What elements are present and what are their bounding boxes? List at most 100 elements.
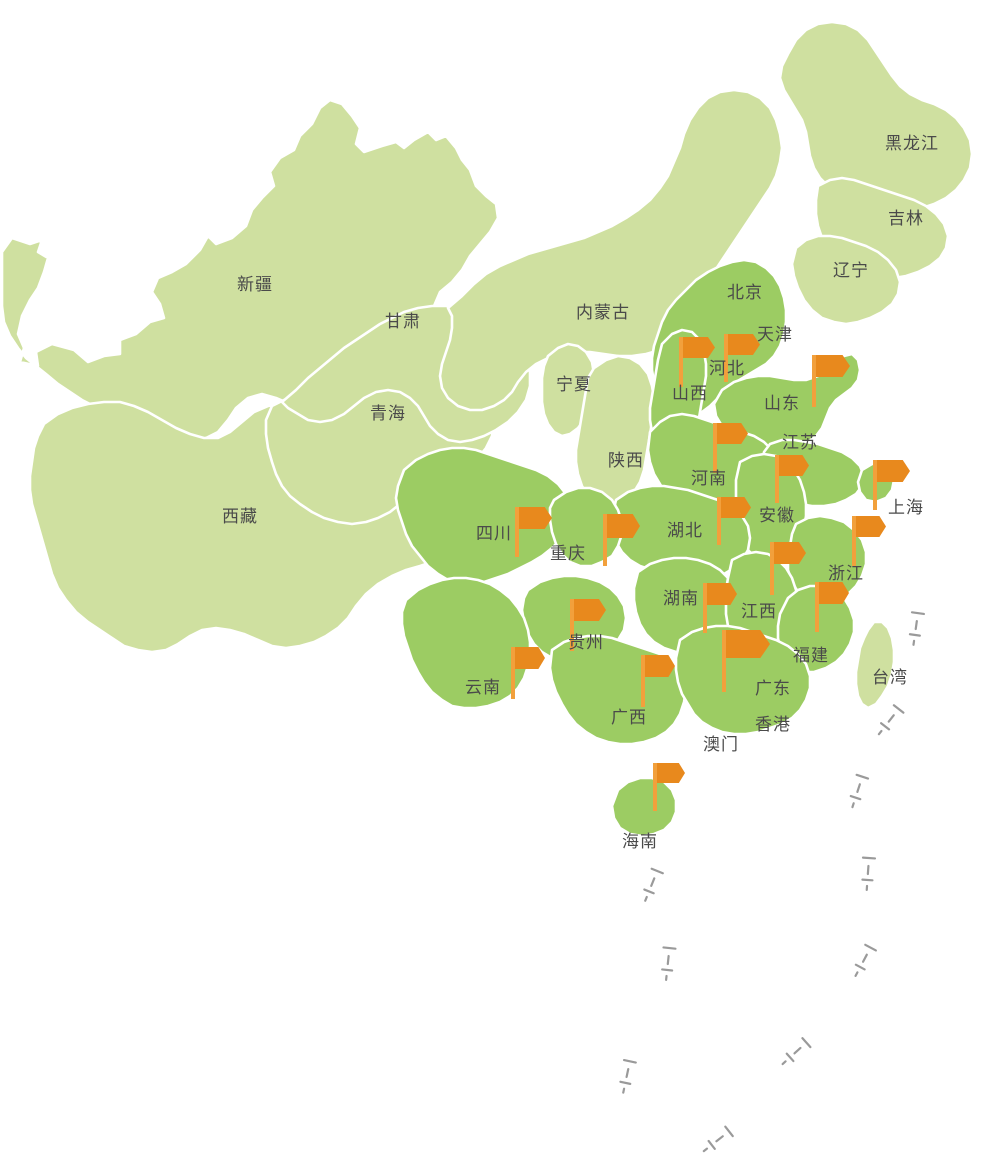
- province-label-guangxi[interactable]: 广西: [611, 708, 647, 728]
- flag-marker-guangxi[interactable]: [641, 655, 675, 707]
- flag-banner-icon: [645, 655, 675, 677]
- sea-mark: [702, 1125, 734, 1153]
- flag-banner-icon: [657, 763, 685, 783]
- sea-mark: [854, 943, 877, 977]
- province-label-shaanxi[interactable]: 陕西: [608, 451, 644, 471]
- flag-marker-yunnan[interactable]: [511, 647, 545, 699]
- flag-marker-hainan[interactable]: [653, 763, 685, 811]
- province-label-henan[interactable]: 河南: [691, 469, 727, 489]
- flag-pole-icon: [775, 455, 779, 503]
- flag-banner-icon: [816, 355, 850, 377]
- province-label-jiangsu[interactable]: 江苏: [782, 433, 818, 453]
- flag-marker-sichuan[interactable]: [515, 507, 552, 557]
- province-label-chongqing[interactable]: 重庆: [550, 544, 586, 564]
- province-label-zhejiang[interactable]: 浙江: [828, 564, 864, 584]
- flag-marker-jiangsu[interactable]: [775, 455, 809, 503]
- province-liaoning[interactable]: [790, 234, 902, 326]
- flag-marker-shanxi[interactable]: [679, 337, 715, 387]
- sea-mark: [877, 704, 905, 736]
- light-province-group: [0, 20, 974, 710]
- province-label-xizang[interactable]: 西藏: [222, 507, 258, 527]
- province-label-shandong[interactable]: 山东: [764, 394, 800, 414]
- province-yunnan[interactable]: [400, 576, 532, 710]
- flag-banner-icon: [519, 507, 552, 529]
- flag-marker-chongqing[interactable]: [603, 514, 640, 566]
- flag-marker-guizhou[interactable]: [570, 599, 606, 651]
- flag-marker-zhejiang[interactable]: [852, 516, 886, 566]
- province-label-hubei[interactable]: 湖北: [667, 521, 703, 541]
- flag-marker-guangdong[interactable]: [722, 630, 770, 692]
- sea-mark: [781, 1037, 812, 1066]
- province-label-aomen[interactable]: 澳门: [703, 735, 739, 755]
- province-label-layer: 新疆西藏 青海 甘肃 内蒙古宁夏陕西 黑龙江吉林辽宁台湾 北京天津河北山西山东河南 江苏安徽…: [222, 134, 939, 852]
- flag-pole-icon: [873, 460, 877, 510]
- sea-mark: [849, 773, 870, 809]
- flag-pole-icon: [511, 647, 515, 699]
- province-label-tianjin[interactable]: 天津: [757, 325, 793, 345]
- flag-marker-beijing[interactable]: [724, 334, 760, 382]
- province-label-xinjiang[interactable]: 新疆: [237, 275, 273, 295]
- province-label-shanxi[interactable]: 山西: [672, 384, 708, 404]
- province-label-taiwan[interactable]: 台湾: [872, 668, 908, 688]
- flag-marker-jiangxi[interactable]: [770, 542, 806, 595]
- flag-pole-icon: [570, 599, 574, 651]
- province-label-liaoning[interactable]: 辽宁: [833, 261, 869, 281]
- flag-pole-icon: [724, 334, 728, 382]
- flag-pole-icon: [717, 497, 721, 545]
- province-label-beijing[interactable]: 北京: [727, 283, 763, 303]
- flag-marker-fujian[interactable]: [815, 582, 849, 632]
- province-label-jilin[interactable]: 吉林: [888, 209, 924, 229]
- flag-marker-henan[interactable]: [713, 423, 748, 473]
- province-guangdong[interactable]: [674, 624, 812, 736]
- flag-pole-icon: [812, 355, 816, 407]
- province-label-sichuan[interactable]: 四川: [476, 524, 512, 544]
- province-label-guangdong[interactable]: 广东: [755, 679, 791, 699]
- dark-province-group: [394, 258, 896, 838]
- flag-banner-icon: [607, 514, 640, 538]
- flag-pole-icon: [679, 337, 683, 387]
- province-label-heilongjiang[interactable]: 黑龙江: [885, 134, 939, 154]
- flag-pole-icon: [722, 630, 726, 692]
- flag-banner-icon: [774, 542, 806, 564]
- province-label-fujian[interactable]: 福建: [793, 646, 829, 666]
- province-sichuan[interactable]: [394, 446, 572, 586]
- flag-marker-layer: [511, 334, 910, 811]
- province-label-ningxia[interactable]: 宁夏: [556, 375, 592, 395]
- province-label-gansu[interactable]: 甘肃: [385, 312, 421, 332]
- province-taiwan[interactable]: [854, 620, 896, 710]
- flag-banner-icon: [856, 516, 886, 537]
- province-neimenggu[interactable]: [438, 88, 784, 412]
- province-hainan[interactable]: [610, 776, 678, 838]
- flag-banner-icon: [707, 583, 737, 605]
- flag-banner-icon: [726, 630, 770, 658]
- flag-marker-hunan[interactable]: [703, 583, 737, 633]
- flag-banner-icon: [779, 455, 809, 476]
- sea-mark: [661, 946, 677, 982]
- flag-pole-icon: [641, 655, 645, 707]
- flag-marker-anhui[interactable]: [717, 497, 751, 545]
- sea-mark: [643, 867, 664, 902]
- flag-pole-icon: [852, 516, 856, 566]
- province-label-qinghai[interactable]: 青海: [370, 404, 406, 424]
- province-label-hebei[interactable]: 河北: [709, 359, 745, 379]
- flag-marker-shanghai[interactable]: [873, 460, 910, 510]
- province-label-anhui[interactable]: 安徽: [759, 506, 795, 526]
- province-label-guizhou[interactable]: 贵州: [568, 633, 604, 653]
- province-label-jiangxi[interactable]: 江西: [741, 602, 777, 622]
- flag-marker-shandong[interactable]: [812, 355, 850, 407]
- sea-mark: [619, 1058, 637, 1094]
- province-label-yunnan[interactable]: 云南: [465, 678, 501, 698]
- flag-banner-icon: [728, 334, 760, 355]
- flag-pole-icon: [815, 582, 819, 632]
- flag-banner-icon: [877, 460, 910, 482]
- province-heilongjiang[interactable]: [778, 20, 974, 212]
- flag-banner-icon: [721, 497, 751, 518]
- province-label-shanghai[interactable]: 上海: [888, 498, 924, 518]
- province-label-hainan[interactable]: 海南: [622, 832, 658, 852]
- province-label-xianggang[interactable]: 香港: [755, 715, 791, 735]
- flag-banner-icon: [819, 582, 849, 604]
- province-label-hunan[interactable]: 湖南: [663, 589, 699, 609]
- province-label-neimenggu[interactable]: 内蒙古: [576, 303, 630, 323]
- flag-banner-icon: [683, 337, 715, 358]
